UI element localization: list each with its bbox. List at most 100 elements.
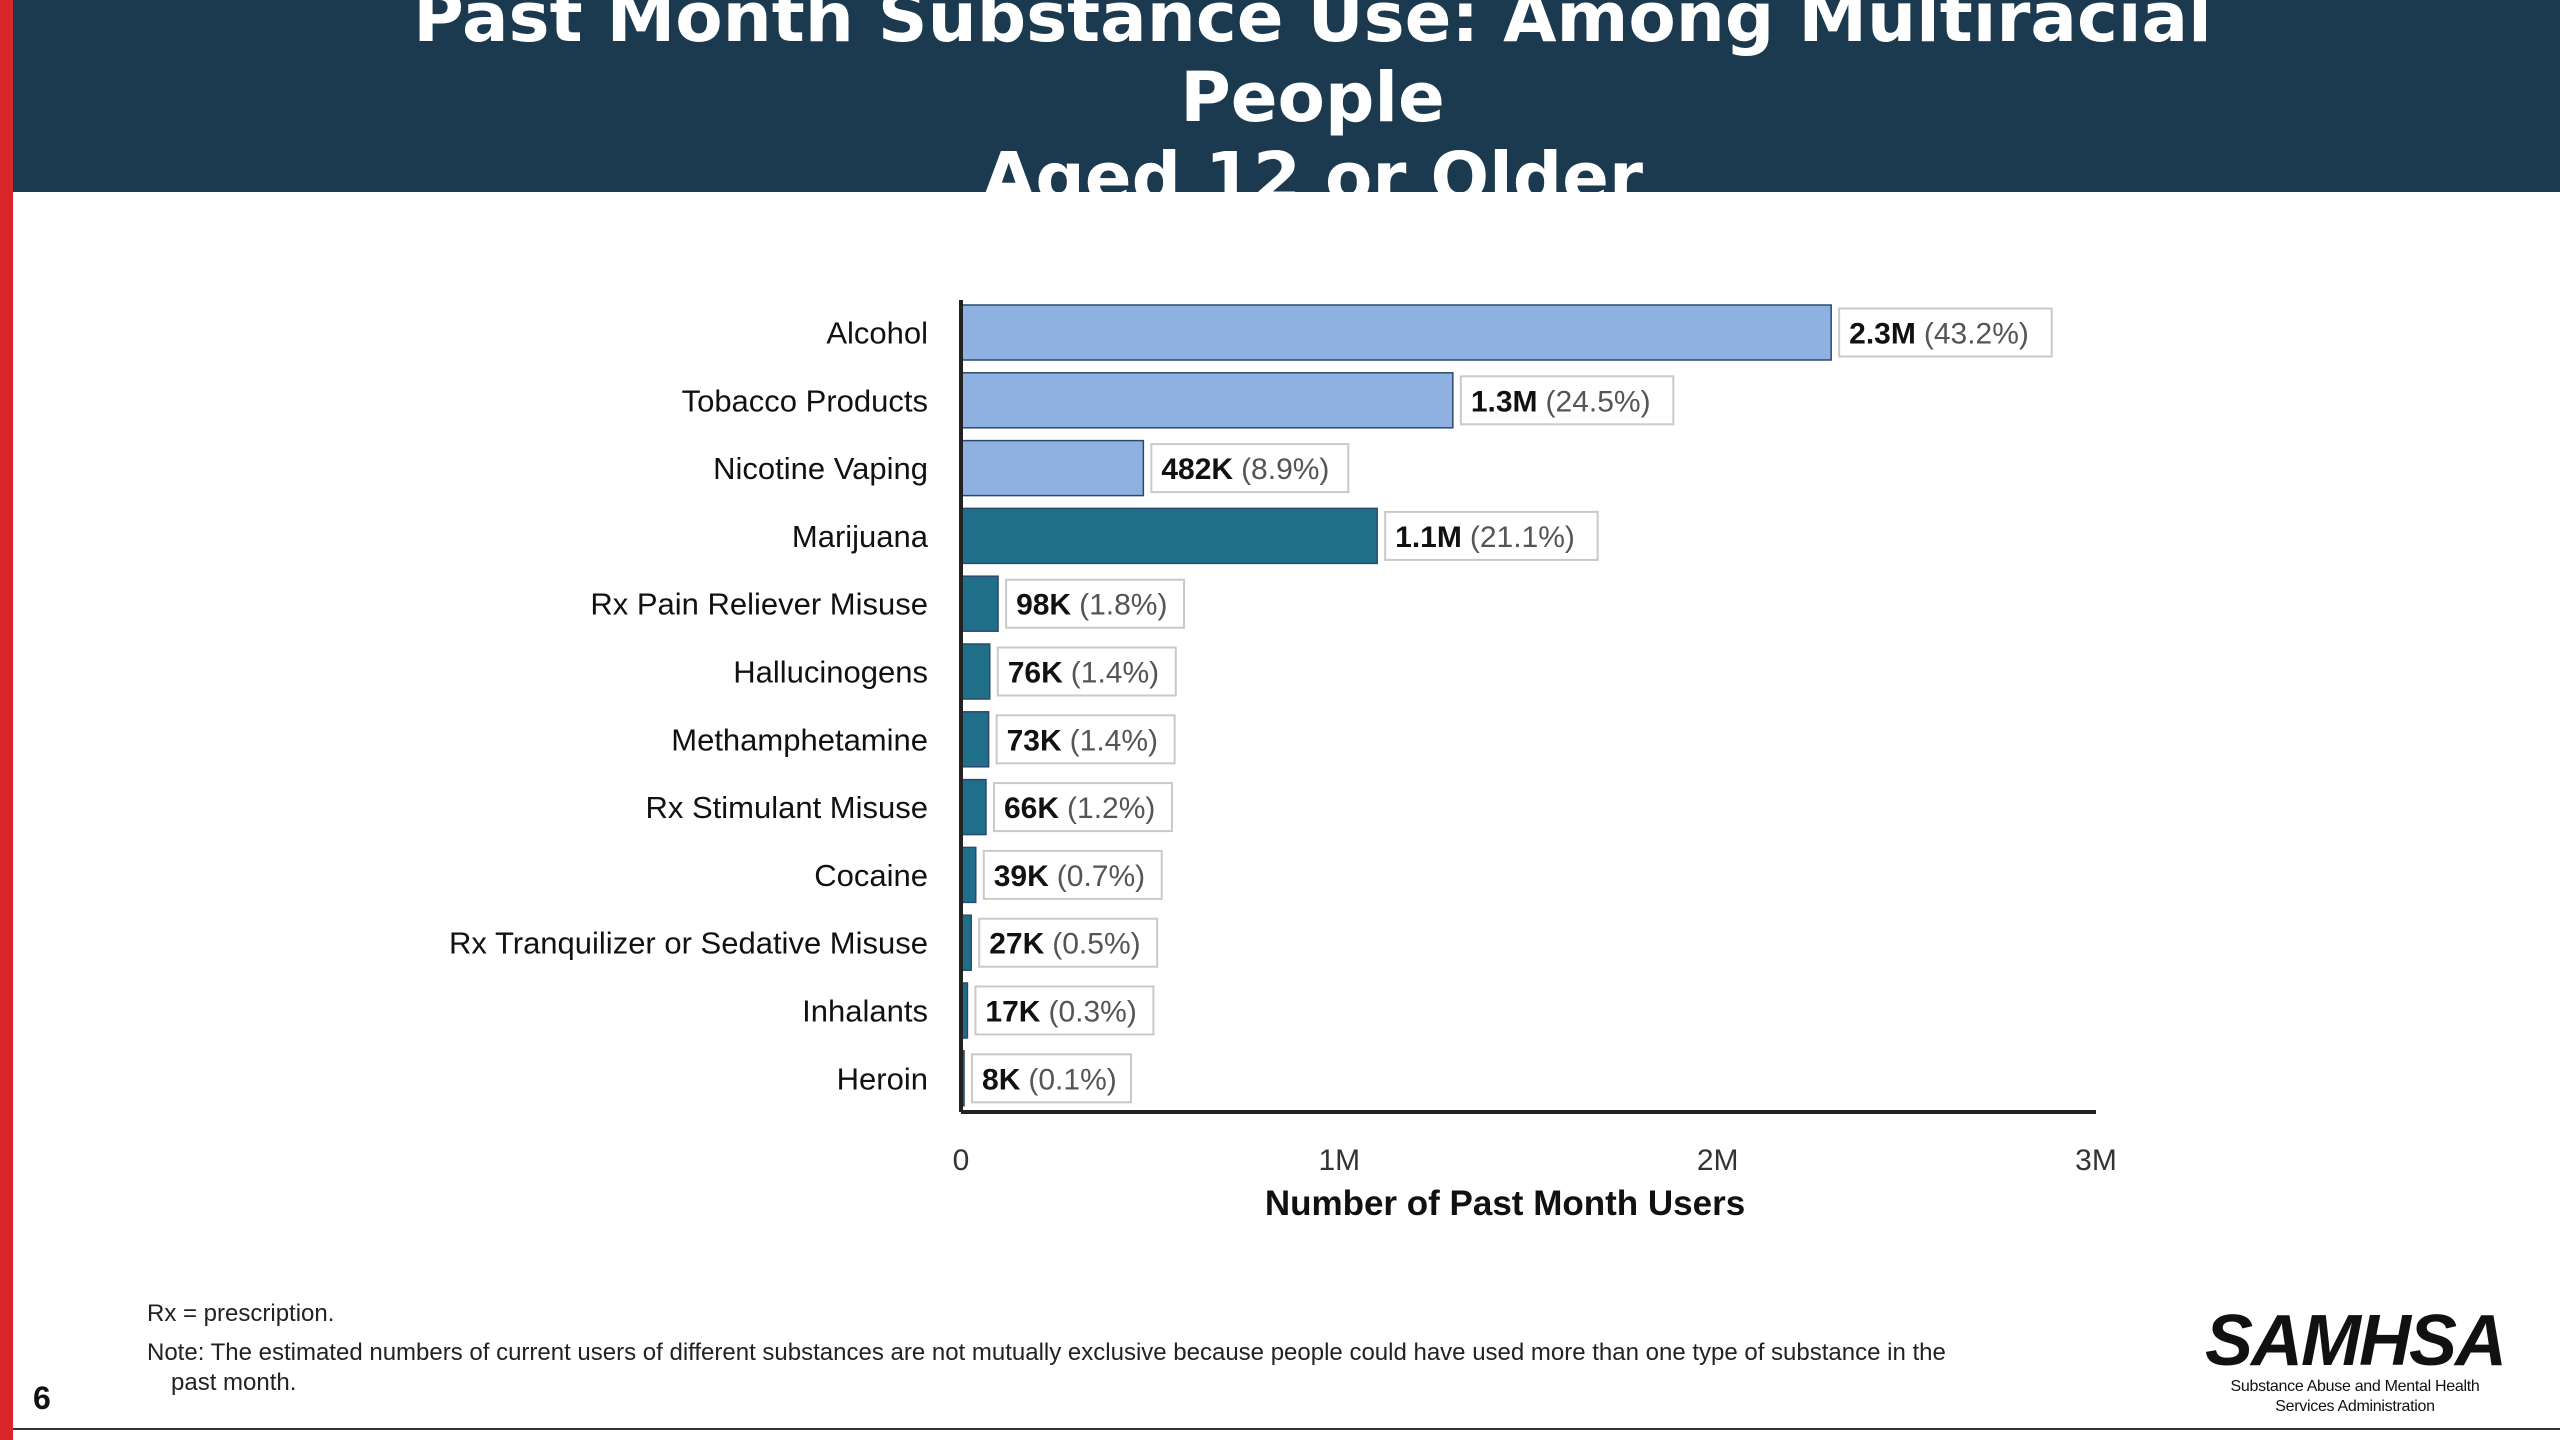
bar <box>960 304 1832 361</box>
data-label-percent: (0.7%) <box>1057 860 1145 893</box>
x-tick-label: 2M <box>1697 1144 1739 1177</box>
data-label-box <box>1459 375 1675 426</box>
bar-group: Hallucinogens 76K (1.4%) <box>733 643 1177 700</box>
category-label: Methamphetamine <box>671 722 928 757</box>
data-label-box <box>992 782 1173 833</box>
data-label: 2.3M (43.2%) <box>1849 318 2029 351</box>
data-label: 482K (8.9%) <box>1161 453 1329 486</box>
logo-subtitle-line1: Substance Abuse and Mental Health <box>2230 1378 2480 1395</box>
data-label: 1.3M (24.5%) <box>1471 385 1651 418</box>
data-label-percent: (24.5%) <box>1546 385 1651 418</box>
data-label: 27K (0.5%) <box>989 928 1140 961</box>
data-label-percent: (0.3%) <box>1048 996 1136 1029</box>
bar-group: Rx Stimulant Misuse 66K (1.2%) <box>645 778 1173 836</box>
bar-group: Inhalants 17K (0.3%) <box>802 982 1155 1039</box>
data-label: 73K (1.4%) <box>1007 724 1158 757</box>
bar-group: Cocaine 39K (0.7%) <box>814 846 1163 904</box>
bar-group: Methamphetamine 73K (1.4%) <box>671 711 1176 768</box>
bar-group: Tobacco Products 1.3M (24.5%) <box>682 372 1675 429</box>
data-label-count: 76K <box>1008 657 1063 690</box>
slide-title-line2: Aged 12 or Older <box>981 138 1644 218</box>
data-label: 17K (0.3%) <box>985 996 1136 1029</box>
title-bar: Past Month Substance Use: Among Multirac… <box>13 0 2560 218</box>
data-label-count: 1.3M <box>1471 385 1538 418</box>
bar <box>960 507 1378 565</box>
x-tick-label: 1M <box>1318 1144 1360 1177</box>
category-label: Hallucinogens <box>733 655 928 690</box>
bar <box>960 372 1454 429</box>
data-label-count: 2.3M <box>1849 318 1916 351</box>
data-label-percent: (1.4%) <box>1070 724 1158 757</box>
bar-group: Alcohol 2.3M (43.2%) <box>826 304 2053 361</box>
left-accent-stripe <box>0 0 13 1440</box>
data-label-percent: (8.9%) <box>1241 453 1329 486</box>
bar <box>960 439 1145 497</box>
footnote-note: Note: The estimated numbers of current u… <box>147 1339 1946 1397</box>
slide-title-line1: Past Month Substance Use: Among Multirac… <box>413 0 2212 138</box>
data-label-box <box>978 917 1159 968</box>
bar <box>960 643 991 700</box>
category-label: Nicotine Vaping <box>713 451 928 486</box>
footnote-note-line1: Note: The estimated numbers of current u… <box>147 1339 1946 1366</box>
data-label-count: 482K <box>1161 453 1233 486</box>
data-label: 66K (1.2%) <box>1004 792 1155 825</box>
data-label: 98K (1.8%) <box>1016 589 1167 622</box>
x-tick-label: 3M <box>2075 1144 2117 1177</box>
data-label-box <box>1838 307 2053 358</box>
data-label: 1.1M (21.1%) <box>1395 521 1575 554</box>
data-label-count: 1.1M <box>1395 521 1462 554</box>
data-label: 8K (0.1%) <box>982 1063 1117 1096</box>
slide-number: 6 <box>33 1380 51 1416</box>
bar-chart: Alcohol 2.3M (43.2%) Tobacco Products 1.3M (2… <box>449 300 2117 1223</box>
category-label: Cocaine <box>814 858 928 893</box>
data-label-box <box>1005 578 1186 629</box>
data-label-percent: (43.2%) <box>1924 318 2029 351</box>
footnote-note-line2: past month. <box>171 1369 297 1396</box>
data-label-count: 66K <box>1004 792 1059 825</box>
bar-group: Nicotine Vaping 482K (8.9%) <box>713 439 1350 497</box>
data-label-count: 73K <box>1007 724 1062 757</box>
category-label: Alcohol <box>826 316 928 351</box>
data-label-count: 39K <box>994 860 1049 893</box>
data-label-percent: (1.2%) <box>1067 792 1155 825</box>
bar-group: Marijuana 1.1M (21.1%) <box>792 507 1599 565</box>
bar <box>960 711 990 768</box>
data-label-count: 8K <box>982 1063 1021 1096</box>
bottom-divider <box>13 1428 2560 1430</box>
data-label-box <box>1384 510 1599 561</box>
data-label: 39K (0.7%) <box>994 860 1145 893</box>
data-label-count: 27K <box>989 928 1044 961</box>
data-label: 76K (1.4%) <box>1008 657 1159 690</box>
data-label-box <box>995 714 1176 765</box>
x-tick-label: 0 <box>953 1144 970 1177</box>
category-label: Rx Pain Reliever Misuse <box>590 587 928 622</box>
data-label-percent: (0.1%) <box>1028 1063 1116 1096</box>
data-label-box <box>1150 443 1350 494</box>
category-label: Rx Stimulant Misuse <box>645 790 928 825</box>
bar <box>960 846 977 904</box>
data-label-box <box>982 849 1163 900</box>
bar-group: Rx Pain Reliever Misuse 98K (1.8%) <box>590 575 1186 632</box>
category-label: Heroin <box>837 1061 928 1096</box>
slide-title: Past Month Substance Use: Among Multirac… <box>363 0 2263 218</box>
data-label-box <box>996 646 1177 697</box>
bar <box>960 575 999 632</box>
category-label: Inhalants <box>802 994 928 1029</box>
data-label-percent: (21.1%) <box>1470 521 1575 554</box>
data-label-box <box>974 985 1155 1036</box>
footnote-rx: Rx = prescription. <box>147 1300 335 1327</box>
category-label: Marijuana <box>792 519 929 554</box>
data-label-percent: (1.4%) <box>1071 657 1159 690</box>
bar <box>960 778 987 836</box>
logo-wordmark: SAMHSA <box>2204 1301 2507 1381</box>
samhsa-logo: SAMHSA Substance Abuse and Mental Health… <box>2195 1305 2515 1417</box>
x-axis-title: Number of Past Month Users <box>1265 1184 1745 1223</box>
bar-group: Rx Tranquilizer or Sedative Misuse 27K (0.… <box>449 914 1159 971</box>
data-label-box <box>971 1053 1133 1104</box>
bar-group: Heroin 8K (0.1%) <box>837 1050 1133 1107</box>
data-label-count: 17K <box>985 996 1040 1029</box>
data-label-percent: (1.8%) <box>1079 589 1167 622</box>
data-label-percent: (0.5%) <box>1052 928 1140 961</box>
category-label: Rx Tranquilizer or Sedative Misuse <box>449 926 928 961</box>
logo-subtitle-line2: Services Administration <box>2275 1398 2435 1415</box>
